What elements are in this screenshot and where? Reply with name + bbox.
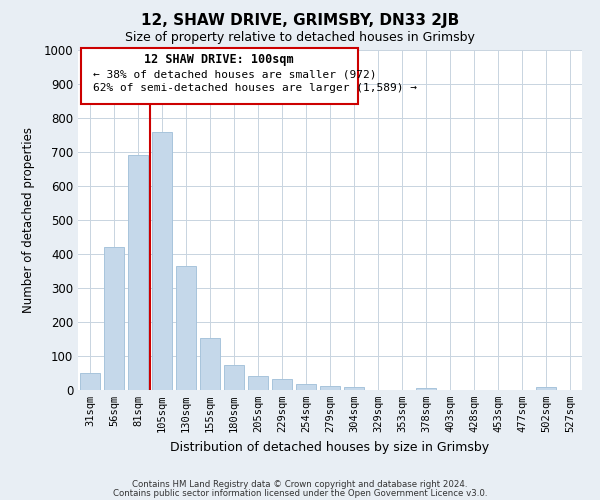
Bar — [416, 388, 436, 390]
Text: 12 SHAW DRIVE: 100sqm: 12 SHAW DRIVE: 100sqm — [145, 54, 294, 66]
Text: Size of property relative to detached houses in Grimsby: Size of property relative to detached ho… — [125, 31, 475, 44]
Text: ← 38% of detached houses are smaller (972): ← 38% of detached houses are smaller (97… — [93, 70, 377, 80]
Text: Contains HM Land Registry data © Crown copyright and database right 2024.: Contains HM Land Registry data © Crown c… — [132, 480, 468, 489]
Bar — [80, 373, 100, 390]
FancyBboxPatch shape — [80, 48, 358, 104]
X-axis label: Distribution of detached houses by size in Grimsby: Distribution of detached houses by size … — [170, 440, 490, 454]
Bar — [320, 386, 340, 390]
Bar — [128, 156, 148, 390]
Bar — [152, 132, 172, 390]
Bar — [344, 387, 364, 390]
Bar — [104, 247, 124, 390]
Bar — [536, 388, 556, 390]
Text: Contains public sector information licensed under the Open Government Licence v3: Contains public sector information licen… — [113, 488, 487, 498]
Bar — [224, 364, 244, 390]
Text: 62% of semi-detached houses are larger (1,589) →: 62% of semi-detached houses are larger (… — [93, 84, 417, 94]
Bar — [272, 379, 292, 390]
Bar — [248, 376, 268, 390]
Bar — [200, 338, 220, 390]
Bar — [176, 266, 196, 390]
Bar — [296, 384, 316, 390]
Text: 12, SHAW DRIVE, GRIMSBY, DN33 2JB: 12, SHAW DRIVE, GRIMSBY, DN33 2JB — [141, 12, 459, 28]
Y-axis label: Number of detached properties: Number of detached properties — [22, 127, 35, 313]
